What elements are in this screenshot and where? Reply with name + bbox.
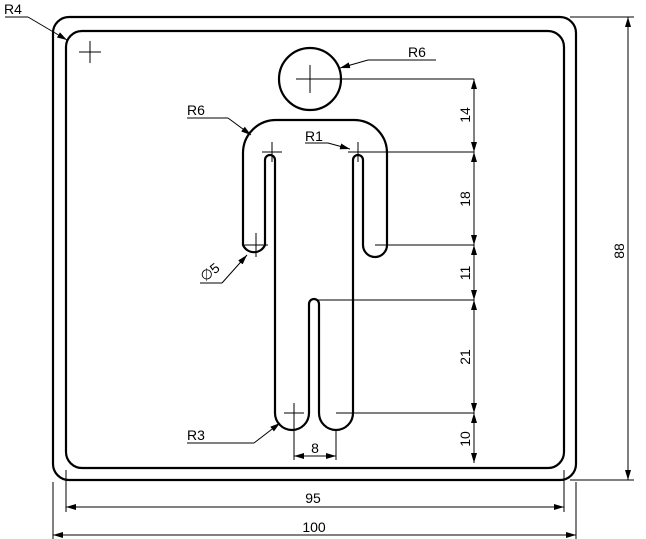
dim-88: 88 bbox=[611, 243, 627, 259]
body-outline bbox=[241, 118, 389, 432]
inner-plate-border bbox=[64, 29, 566, 470]
leader-r3-foot: R3 bbox=[187, 422, 281, 444]
label-r3: R3 bbox=[187, 427, 205, 443]
label-r6-head: R6 bbox=[408, 44, 426, 60]
leg-gap-dimension: 8 bbox=[293, 423, 337, 460]
label-r1: R1 bbox=[305, 128, 323, 144]
dim-11: 11 bbox=[457, 266, 473, 281]
dim-21: 21 bbox=[457, 349, 473, 365]
overall-height-dimension: 88 bbox=[570, 16, 634, 481]
leader-r1-arm: R1 bbox=[305, 128, 351, 150]
label-r6-shoulder: R6 bbox=[187, 102, 205, 118]
outer-width-dimension: 100 bbox=[52, 482, 577, 539]
outer-plate-border bbox=[51, 15, 578, 482]
dim-100: 100 bbox=[302, 519, 326, 535]
body-center-marks bbox=[244, 142, 368, 423]
corner-center-mark bbox=[79, 41, 101, 63]
leader-diameter-5: ∅5 bbox=[197, 254, 248, 284]
dim-95: 95 bbox=[305, 490, 321, 506]
dim-18: 18 bbox=[457, 191, 473, 207]
dim-14: 14 bbox=[457, 107, 473, 123]
vertical-dimension-chain: 14 18 11 21 10 bbox=[315, 78, 477, 463]
plate-outline bbox=[51, 15, 578, 482]
label-r4: R4 bbox=[4, 1, 22, 17]
leader-r6-head: R6 bbox=[339, 44, 436, 69]
leader-r4-corner: R4 bbox=[4, 1, 68, 41]
dim-8: 8 bbox=[311, 440, 319, 456]
dim-10: 10 bbox=[457, 431, 473, 447]
leader-r6-shoulder: R6 bbox=[187, 102, 252, 136]
label-diameter-5: ∅5 bbox=[197, 259, 223, 284]
inner-width-dimension: 95 bbox=[65, 470, 565, 512]
